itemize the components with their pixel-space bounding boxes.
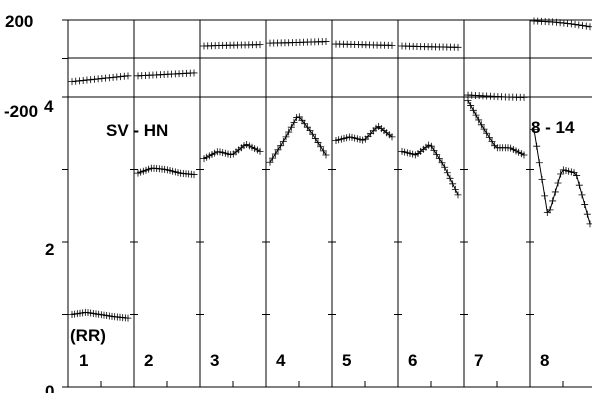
top-series-panel-8 [530, 17, 592, 31]
top-series-panel-3 [200, 41, 264, 50]
top-series-line-4 [269, 41, 327, 44]
panel-label-5: 5 [342, 351, 351, 370]
bottom-series-panel-4 [266, 113, 330, 166]
bottom-series-line-3 [203, 143, 261, 160]
top-series-panel-2 [134, 69, 198, 80]
bottom-y-tick-label-4: 4 [44, 97, 54, 116]
top-series-line-3 [203, 44, 261, 47]
bottom-y-tick-label-2: 2 [45, 240, 54, 259]
top-series-line-8 [533, 20, 591, 28]
panel-frames [67, 19, 592, 388]
bottom-series-panel-2 [134, 164, 198, 179]
data-marks [68, 17, 592, 322]
top-series-line-6 [401, 45, 458, 48]
panel-label-6: 6 [408, 351, 417, 370]
panel-label-7: 7 [474, 351, 483, 370]
chart-text: 200 -200 4 2 0 SV - HN 8 - 14 (RR) 1 2 3… [4, 12, 575, 393]
bottom-series-panel-8 [530, 126, 592, 228]
top-y-tick-label-max: 200 [5, 12, 33, 31]
bottom-series-line-6 [401, 144, 459, 196]
bottom-series-panel-5 [332, 123, 396, 144]
top-series-line-5 [336, 43, 393, 46]
bottom-series-panel-6 [398, 141, 462, 199]
panel-label-4: 4 [276, 351, 286, 370]
top-series-panel-4 [266, 38, 330, 47]
top-series-line-7 [467, 94, 525, 98]
annotation-left: SV - HN [106, 121, 168, 140]
bottom-series-line-1 [71, 311, 129, 319]
bottom-series-panel-1 [68, 308, 132, 322]
bottom-series-line-2 [137, 167, 195, 176]
bottom-series-panel-3 [200, 140, 264, 163]
bottom-series-line-4 [269, 116, 327, 163]
bottom-y-tick-label-0: 0 [45, 382, 54, 393]
panel-label-1: 1 [79, 351, 88, 370]
top-series-panel-6 [398, 42, 462, 51]
top-series-panel-7 [464, 91, 528, 101]
top-series-panel-1 [68, 72, 132, 86]
unit-annotation: (RR) [70, 326, 106, 345]
panel-label-3: 3 [210, 351, 219, 370]
bottom-series-line-7 [467, 100, 525, 156]
panel-label-2: 2 [144, 351, 153, 370]
panel-label-8: 8 [540, 351, 549, 370]
top-y-tick-label-min: -200 [4, 102, 38, 121]
axis-ticks [62, 19, 564, 388]
bottom-series-panel-7 [464, 97, 528, 159]
bottom-series-line-8 [533, 129, 591, 225]
bottom-series-line-5 [335, 125, 393, 141]
top-series-line-2 [137, 72, 195, 77]
top-series-panel-5 [332, 40, 396, 49]
top-series-line-1 [71, 75, 129, 83]
annotation-right: 8 - 14 [531, 118, 575, 137]
